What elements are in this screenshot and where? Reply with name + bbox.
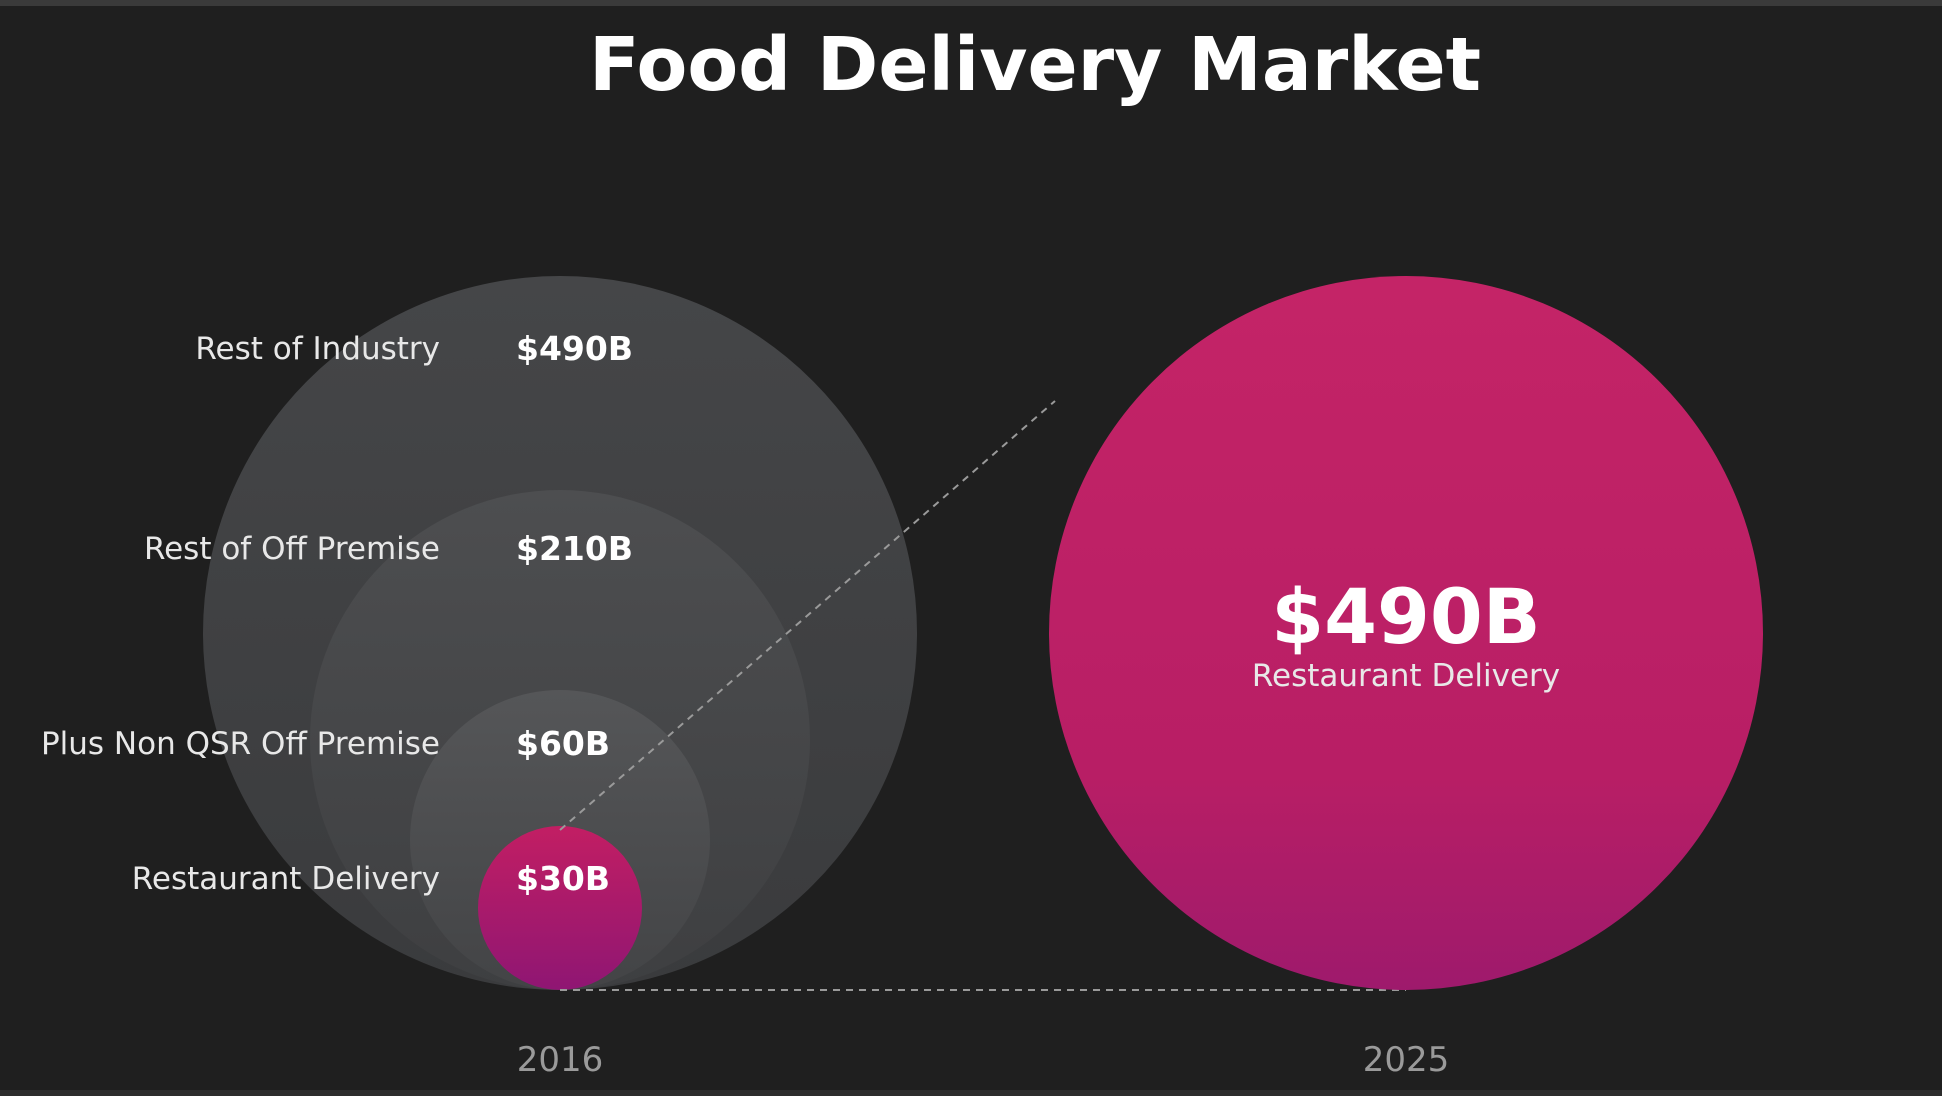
label-2025-restaurant-delivery: Restaurant Delivery	[1252, 658, 1560, 694]
value-2025-restaurant-delivery: $490B	[1271, 572, 1540, 661]
top-strip	[0, 0, 1942, 6]
value-2016-plus-non-qsr-off-premise: $60B	[516, 724, 610, 763]
value-2016-rest-of-industry: $490B	[516, 329, 633, 368]
chart-title: Food Delivery Market	[588, 22, 1482, 108]
year-label-2025: 2025	[1363, 1040, 1450, 1080]
bubble-2016-restaurant-delivery	[478, 826, 642, 990]
year-label-2016: 2016	[517, 1040, 604, 1080]
connector-top-line	[559, 400, 1056, 831]
value-2016-restaurant-delivery: $30B	[516, 859, 610, 898]
bubble-2025-restaurant-delivery	[1049, 276, 1763, 990]
label-2016-rest-of-industry: Rest of Industry	[195, 331, 440, 367]
value-2016-rest-of-off-premise: $210B	[516, 529, 633, 568]
bottom-strip	[0, 1090, 1942, 1096]
label-2016-plus-non-qsr-off-premise: Plus Non QSR Off Premise	[41, 726, 440, 762]
label-2016-rest-of-off-premise: Rest of Off Premise	[144, 531, 440, 567]
label-2016-restaurant-delivery: Restaurant Delivery	[132, 861, 440, 897]
